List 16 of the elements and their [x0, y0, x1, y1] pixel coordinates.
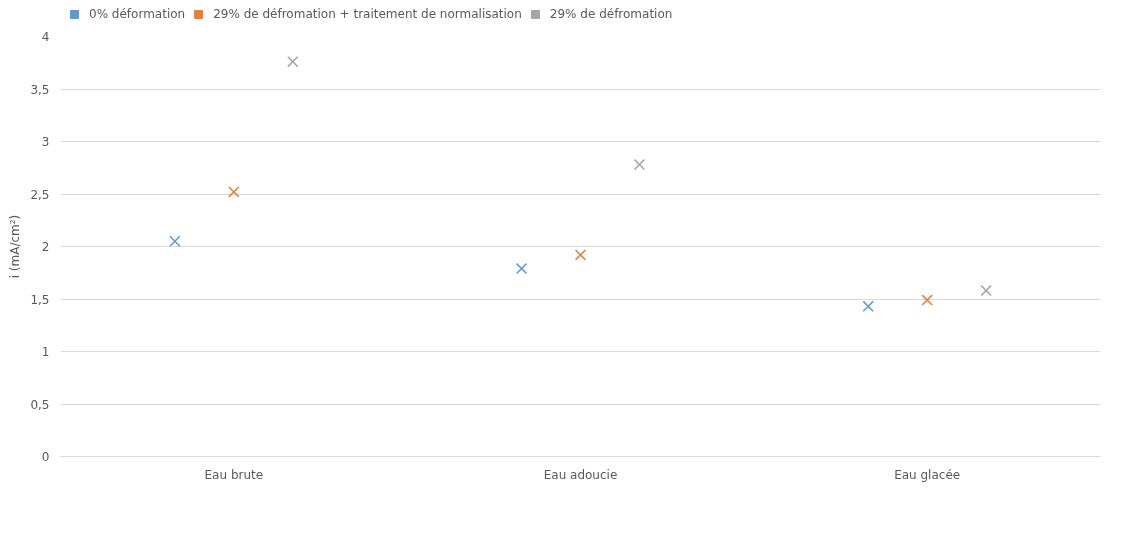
- y-tick-label: 2: [41, 240, 50, 254]
- y-axis-title: i (mA/cm²): [8, 214, 23, 279]
- y-tick-label: 0,5: [30, 397, 50, 412]
- y-tick-label: 2,5: [30, 187, 50, 202]
- y-tick-label: 3: [41, 135, 50, 149]
- y-tick-label: 1: [41, 345, 50, 359]
- y-tick-label: 0: [41, 450, 50, 464]
- legend-label: 29% de défromation: [549, 7, 673, 21]
- y-tick-label: 1,5: [30, 292, 50, 307]
- y-tick-label: 3,5: [30, 82, 50, 97]
- x-tick-label: Eau brute: [204, 467, 264, 482]
- y-tick-label: 4: [41, 30, 50, 44]
- legend-label: 0% déformation: [89, 7, 186, 21]
- legend-label: 29% de défromation + traitement de normalisation: [213, 7, 522, 21]
- x-tick-label: Eau adoucie: [543, 467, 618, 482]
- x-tick-label: Eau glacée: [894, 467, 961, 482]
